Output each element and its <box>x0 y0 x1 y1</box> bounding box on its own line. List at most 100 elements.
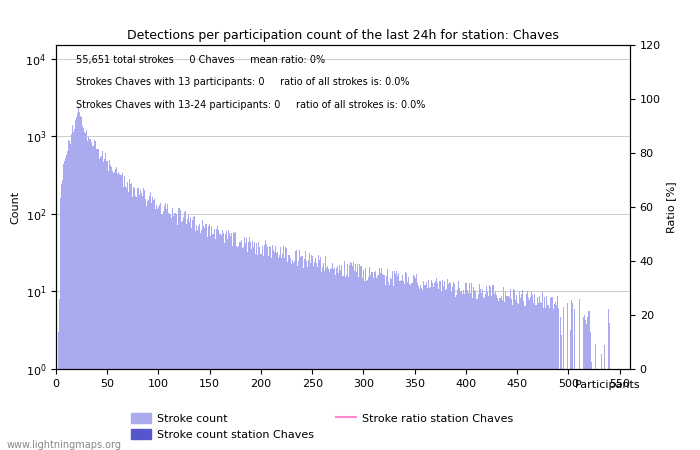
Bar <box>336 268 337 450</box>
Bar <box>454 284 455 450</box>
Bar <box>563 307 564 450</box>
Bar <box>114 172 115 450</box>
Bar <box>284 258 285 450</box>
Bar <box>243 247 244 450</box>
Bar <box>205 224 206 450</box>
Bar <box>61 184 62 450</box>
Bar <box>495 291 496 450</box>
Bar <box>455 297 456 450</box>
Bar <box>59 299 60 450</box>
Bar <box>375 271 377 450</box>
Bar <box>186 224 187 450</box>
Bar <box>445 290 446 450</box>
Bar <box>120 175 121 450</box>
Bar <box>196 225 197 450</box>
Bar <box>348 277 349 450</box>
Bar <box>322 267 323 450</box>
Bar <box>386 269 388 450</box>
Bar <box>594 343 596 450</box>
Bar <box>209 224 210 450</box>
Bar <box>415 278 416 450</box>
Bar <box>510 299 512 450</box>
Bar <box>337 266 338 450</box>
Bar <box>145 199 146 450</box>
Bar <box>370 275 371 450</box>
Bar <box>482 289 483 450</box>
Bar <box>534 294 536 450</box>
Bar <box>477 299 478 450</box>
Bar <box>589 332 591 450</box>
Bar <box>524 306 525 450</box>
Bar <box>157 209 158 450</box>
Bar <box>110 165 111 450</box>
Bar <box>550 298 551 450</box>
Bar <box>327 266 328 450</box>
Bar <box>525 306 526 450</box>
Bar <box>351 266 353 450</box>
Bar <box>475 291 476 450</box>
Bar <box>541 303 542 450</box>
Bar <box>102 151 103 450</box>
Bar <box>350 261 351 450</box>
Bar <box>401 280 402 450</box>
Bar <box>540 302 541 450</box>
Bar <box>422 290 423 450</box>
Bar <box>194 216 195 450</box>
Bar <box>92 146 93 450</box>
Bar <box>286 248 287 450</box>
Bar <box>344 277 346 450</box>
Bar <box>560 317 561 450</box>
Bar <box>239 242 240 450</box>
Bar <box>77 113 78 450</box>
Bar <box>520 298 521 450</box>
Bar <box>533 303 534 450</box>
Bar <box>236 246 237 450</box>
Bar <box>73 132 74 450</box>
Bar <box>616 369 617 450</box>
Bar <box>228 230 229 450</box>
Bar <box>411 283 412 450</box>
Bar <box>118 172 119 450</box>
Bar <box>364 281 365 450</box>
Bar <box>522 290 523 450</box>
Bar <box>113 173 114 450</box>
Bar <box>426 288 428 450</box>
Bar <box>505 292 507 450</box>
Bar <box>507 296 508 450</box>
Bar <box>355 264 356 450</box>
Bar <box>146 206 147 450</box>
Bar <box>353 262 354 450</box>
Bar <box>281 258 282 450</box>
Bar <box>556 305 557 450</box>
Bar <box>342 276 344 450</box>
Bar <box>584 315 585 450</box>
Bar <box>317 267 318 450</box>
Bar <box>79 112 80 450</box>
Bar <box>538 303 539 450</box>
Bar <box>321 271 322 450</box>
Bar <box>296 251 297 450</box>
Bar <box>163 211 164 450</box>
Bar <box>465 294 466 450</box>
Bar <box>99 157 101 450</box>
Bar <box>185 212 186 450</box>
Bar <box>95 141 97 450</box>
Bar <box>532 296 533 450</box>
Bar <box>111 166 112 450</box>
Bar <box>380 273 382 450</box>
Bar <box>585 320 587 450</box>
Bar <box>404 284 405 450</box>
Bar <box>104 159 105 450</box>
Bar <box>395 271 397 450</box>
Bar <box>483 297 484 450</box>
Bar <box>438 289 439 450</box>
Bar <box>295 252 296 450</box>
Bar <box>248 242 249 450</box>
Bar <box>202 220 203 450</box>
Bar <box>571 300 572 450</box>
Bar <box>69 140 70 450</box>
Bar <box>549 308 550 450</box>
Bar <box>115 169 116 450</box>
Bar <box>442 280 443 450</box>
Bar <box>195 231 196 450</box>
